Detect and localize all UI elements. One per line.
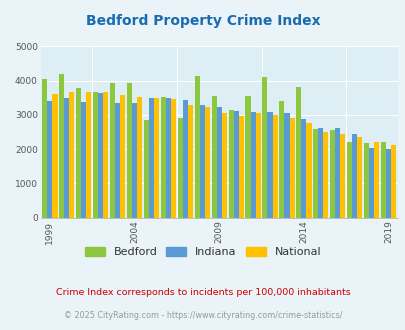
Bar bbox=[110, 83, 115, 218]
Bar bbox=[137, 97, 142, 218]
Bar bbox=[272, 115, 277, 218]
Bar bbox=[86, 92, 91, 218]
Bar bbox=[296, 87, 301, 218]
Bar bbox=[188, 105, 192, 218]
Bar bbox=[284, 113, 289, 218]
Bar bbox=[356, 137, 361, 218]
Bar bbox=[262, 77, 267, 218]
Legend: Bedford, Indiana, National: Bedford, Indiana, National bbox=[82, 245, 323, 260]
Text: Bedford Property Crime Index: Bedford Property Crime Index bbox=[85, 15, 320, 28]
Bar bbox=[279, 101, 284, 218]
Bar bbox=[149, 98, 153, 218]
Bar bbox=[250, 113, 255, 218]
Bar bbox=[81, 102, 86, 218]
Bar bbox=[390, 146, 395, 218]
Bar bbox=[339, 134, 345, 218]
Bar bbox=[363, 143, 368, 218]
Bar bbox=[194, 76, 199, 218]
Bar bbox=[238, 116, 243, 218]
Bar bbox=[351, 134, 356, 218]
Bar bbox=[368, 148, 373, 218]
Bar bbox=[153, 98, 159, 218]
Bar bbox=[211, 96, 216, 218]
Bar bbox=[69, 91, 74, 218]
Bar bbox=[160, 97, 166, 218]
Bar bbox=[380, 142, 385, 218]
Bar bbox=[329, 130, 335, 218]
Text: © 2025 CityRating.com - https://www.cityrating.com/crime-statistics/: © 2025 CityRating.com - https://www.city… bbox=[64, 311, 341, 320]
Bar bbox=[166, 98, 171, 218]
Bar bbox=[120, 95, 125, 218]
Bar bbox=[255, 113, 260, 218]
Bar bbox=[115, 103, 120, 218]
Bar bbox=[233, 112, 238, 218]
Bar bbox=[64, 98, 69, 218]
Bar bbox=[306, 123, 311, 218]
Bar bbox=[59, 74, 64, 218]
Bar bbox=[42, 80, 47, 218]
Bar bbox=[216, 107, 221, 218]
Bar bbox=[289, 117, 294, 218]
Bar bbox=[143, 120, 149, 218]
Bar bbox=[132, 103, 137, 218]
Bar bbox=[346, 142, 351, 218]
Bar bbox=[318, 128, 322, 218]
Bar bbox=[76, 88, 81, 218]
Bar bbox=[221, 113, 226, 218]
Bar bbox=[245, 96, 250, 218]
Bar bbox=[98, 92, 103, 218]
Text: Crime Index corresponds to incidents per 100,000 inhabitants: Crime Index corresponds to incidents per… bbox=[55, 287, 350, 297]
Bar bbox=[385, 149, 390, 218]
Bar bbox=[199, 105, 205, 218]
Bar bbox=[267, 113, 272, 218]
Bar bbox=[228, 110, 233, 218]
Bar bbox=[301, 119, 306, 218]
Bar bbox=[52, 94, 58, 218]
Bar bbox=[373, 142, 378, 218]
Bar bbox=[322, 132, 328, 218]
Bar bbox=[182, 100, 188, 218]
Bar bbox=[205, 107, 209, 218]
Bar bbox=[127, 83, 132, 218]
Bar bbox=[171, 99, 176, 218]
Bar bbox=[47, 101, 52, 218]
Bar bbox=[335, 127, 339, 218]
Bar bbox=[177, 118, 182, 218]
Bar bbox=[312, 129, 318, 218]
Bar bbox=[93, 92, 98, 218]
Bar bbox=[103, 92, 108, 218]
